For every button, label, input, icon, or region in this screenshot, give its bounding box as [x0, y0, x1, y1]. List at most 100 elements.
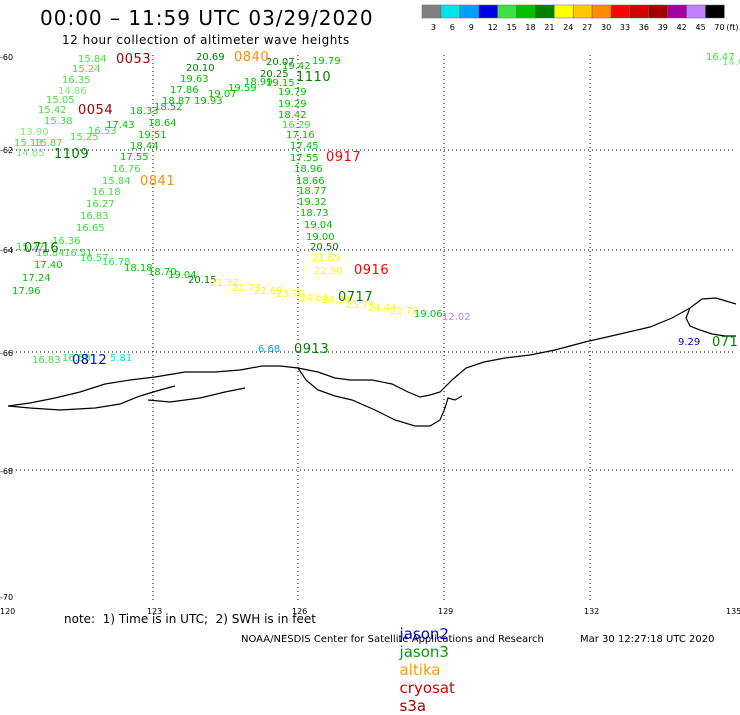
wave-height-labels: 15.8415.2416.3514.8615.0515.4215.3813.90…: [12, 52, 740, 366]
wave-height-label: 16.27: [86, 199, 115, 210]
scale-label: 12: [488, 23, 498, 32]
wave-height-label: 16.35: [62, 75, 91, 86]
wave-height-label: 15.38: [44, 116, 73, 127]
wave-height-label: 6.68: [258, 344, 280, 355]
wave-height-label: 15.42: [38, 105, 67, 116]
scale-label: 70: [714, 23, 724, 32]
wave-height-label: 16.58: [62, 353, 91, 364]
wave-height-label: 18.52: [154, 102, 183, 113]
y-tick: -60: [0, 53, 13, 62]
scale-swatch: [459, 4, 479, 19]
scale-unit: (ft): [726, 23, 738, 32]
pass-time-label: 0840: [234, 50, 269, 65]
wave-height-label: 15.84: [102, 176, 131, 187]
wave-height-label: 19.51: [138, 130, 167, 141]
wave-height-label: 18.87: [162, 96, 191, 107]
wave-height-label: 19.42: [282, 61, 311, 72]
scale-label: 15: [507, 23, 517, 32]
pass-time-label: 0053: [116, 52, 151, 67]
y-tick: -62: [0, 146, 13, 155]
scale-swatch: [497, 4, 517, 19]
wave-height-label: 19.15: [266, 78, 295, 89]
wave-height-label: 15.84: [78, 54, 107, 65]
scale-swatch: [686, 4, 706, 19]
wave-height-label: 20.07: [266, 57, 295, 68]
wave-height-label: 20.50: [310, 242, 339, 253]
wave-height-label: 18.64: [148, 118, 177, 129]
wave-height-label: 21.32: [210, 278, 239, 289]
generation-timestamp: Mar 30 12:27:18 UTC 2020: [580, 634, 715, 645]
scale-label: 6: [450, 23, 455, 32]
pass-time-label: 0841: [140, 174, 175, 189]
wave-height-label: 16.84: [36, 248, 65, 259]
scale-swatch: [535, 4, 555, 19]
scale-label: 39: [658, 23, 668, 32]
wave-height-label: 16.83: [80, 211, 109, 222]
wave-height-label: 19.32: [298, 197, 327, 208]
wave-height-label: 19.93: [194, 96, 223, 107]
legend-cryosat: cryosat: [399, 679, 455, 697]
legend-jason3: jason3: [399, 643, 449, 661]
wave-height-label: 16.76: [112, 164, 141, 175]
wave-height-label: 15.25: [70, 132, 99, 143]
wave-height-label: 17.55: [290, 153, 319, 164]
wave-height-label: 19.06: [414, 309, 443, 320]
y-tick: -68: [0, 467, 13, 476]
scale-swatch: [554, 4, 574, 19]
scale-label: 3: [431, 23, 436, 32]
wave-height-label: 24.64: [300, 293, 329, 304]
scale-label: 45: [696, 23, 706, 32]
wave-height-label: 18.33: [130, 106, 159, 117]
wave-height-label: 21.73: [232, 283, 261, 294]
wave-height-label: 17.40: [34, 260, 63, 271]
wave-height-label: 24.94: [322, 295, 351, 306]
map-title: 00:00 – 11:59 UTC 03/29/2020: [40, 6, 374, 30]
scale-swatch: [610, 4, 631, 19]
wave-height-label: 14.86: [58, 86, 87, 97]
x-tick: 120: [0, 607, 15, 616]
wave-height-label: 24.44: [368, 303, 397, 314]
legend-altika: altika: [399, 661, 441, 679]
scale-swatch: [705, 4, 725, 19]
wave-height-label: 23.70: [276, 289, 305, 300]
wave-height-label: 18.18: [124, 263, 153, 274]
wave-height-label: 18.44: [130, 141, 159, 152]
scale-swatch: [572, 4, 593, 19]
x-axis: 120 123 126 129 132 135: [0, 607, 740, 616]
x-tick: 132: [584, 607, 599, 616]
scale-swatch: [440, 4, 461, 19]
wave-height-label: 16.18: [92, 187, 121, 198]
x-tick: 129: [438, 607, 453, 616]
scale-label: 24: [563, 23, 573, 32]
wave-height-label: 22.69: [254, 286, 283, 297]
altimeter-map: 120 123 126 129 132 135 -60 -62 -64 -66 …: [0, 4, 740, 616]
wave-height-label: 15.22: [16, 242, 45, 253]
wave-height-label: 12.02: [442, 312, 471, 323]
wave-height-label: 16.29: [282, 120, 311, 131]
scale-swatch: [421, 4, 442, 19]
wave-height-label: 20.10: [186, 63, 215, 74]
pass-time-label: 0913: [294, 342, 329, 357]
scale-swatch: [648, 4, 668, 19]
pass-time-label: 0917: [326, 150, 361, 165]
pass-time-label: 0054: [78, 103, 113, 118]
wave-height-label: 19.79: [278, 87, 307, 98]
wave-height-label: 13.90: [20, 127, 49, 138]
x-tick: 123: [147, 607, 162, 616]
wave-height-label: 16.47: [706, 52, 735, 63]
scale-swatch: [667, 4, 687, 19]
wave-height-label: 14.65: [16, 148, 45, 159]
scale-label: 18: [525, 23, 535, 32]
wave-height-label: 17.55: [120, 152, 149, 163]
wave-height-label: 5.81: [110, 353, 132, 364]
satellite-legend: jason2 jason3 altika cryosat s3a: [390, 607, 455, 715]
wave-height-label: 25.74: [346, 300, 375, 311]
pass-time-label: 0916: [354, 263, 389, 278]
y-tick: -70: [0, 593, 13, 602]
wave-height-label: 15.05: [46, 95, 75, 106]
wave-height-label: 16.51: [64, 248, 93, 259]
wave-height-label: 18.96: [294, 164, 323, 175]
map-grid: [8, 55, 736, 600]
scale-swatch: [478, 4, 498, 19]
wave-height-label: 22.70: [390, 306, 419, 317]
